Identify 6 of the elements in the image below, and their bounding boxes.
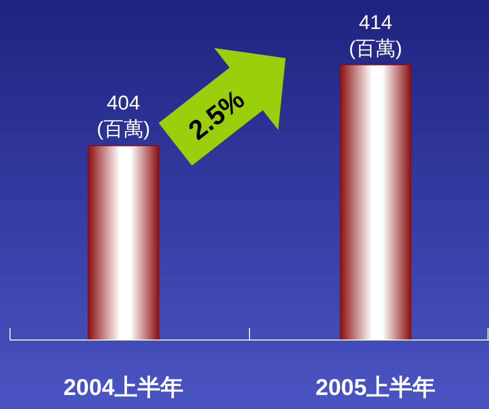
data-label: 404: [106, 92, 140, 115]
annotation: (百萬): [348, 38, 402, 60]
annotation: (百萬): [96, 118, 150, 141]
x-tick-label: 2004上半年: [63, 374, 184, 400]
data-label: 414: [358, 12, 392, 34]
x-tick-label: 2005上半年: [315, 374, 436, 400]
